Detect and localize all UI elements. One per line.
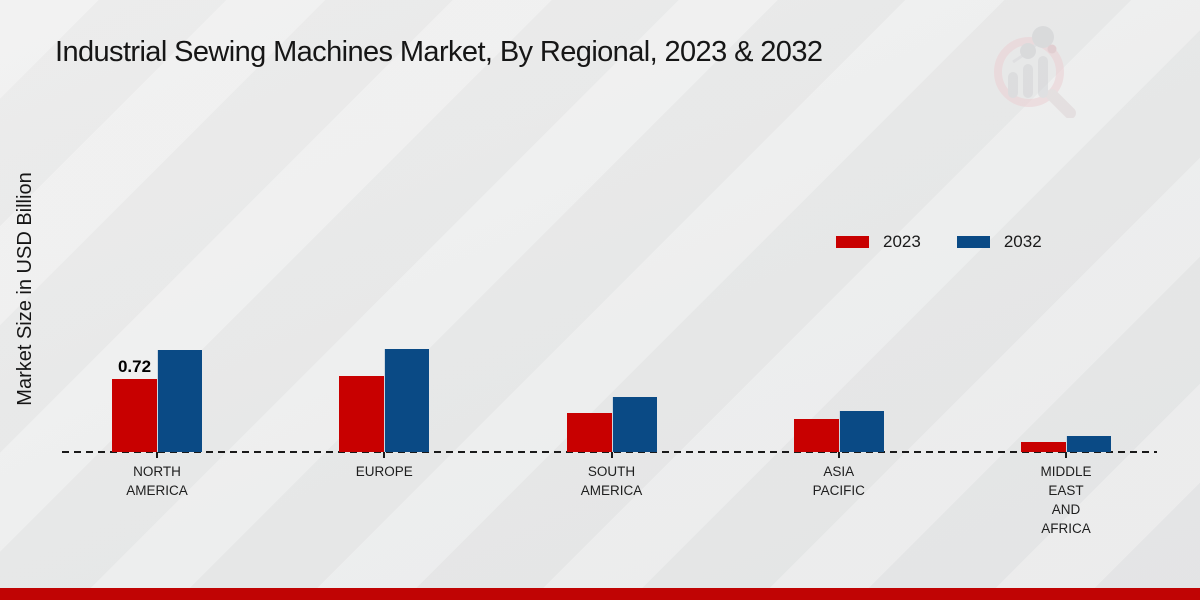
x-axis-tick-middle-east-and-africa	[1065, 452, 1067, 458]
legend: 2023 2032	[836, 232, 1042, 252]
legend-swatch-2032	[956, 236, 990, 248]
x-axis-label-europe: EUROPE	[355, 464, 413, 479]
bar-2032-middle-east-and-africa	[1066, 436, 1111, 452]
chart-title: Industrial Sewing Machines Market, By Re…	[55, 36, 823, 68]
legend-label-2023: 2023	[883, 232, 921, 251]
bar-2023-asia-pacific	[793, 419, 839, 452]
x-axis-tick-south-america	[610, 452, 613, 458]
legend-swatch-2023	[836, 236, 869, 248]
x-axis-tick-north-america	[156, 452, 158, 458]
bar-2023-europe	[339, 376, 385, 452]
magnifier-bar-chart-logo-icon	[994, 26, 1076, 118]
x-axis-label-north-america: NORTH AMERICA	[126, 464, 188, 498]
data-label-2023: 0.72	[117, 357, 152, 376]
x-axis-label-middle-east-and-africa: MIDDLE EAST AND AFRICA	[1040, 464, 1092, 536]
bar-2032-north-america	[157, 350, 202, 452]
bar-2032-south-america	[611, 397, 657, 452]
footer-accent-bar	[0, 588, 1200, 600]
x-axis-label-asia-pacific: ASIA PACIFIC	[812, 464, 865, 498]
x-axis-tick-europe	[383, 452, 386, 458]
legend-label-2032: 2032	[1003, 232, 1042, 251]
bar-2023-middle-east-and-africa	[1021, 442, 1066, 452]
bar-2032-europe	[384, 349, 430, 452]
bar-2032-asia-pacific	[838, 411, 884, 452]
x-axis-label-south-america: SOUTH AMERICA	[580, 464, 643, 498]
bar-2023-north-america	[112, 379, 157, 452]
x-axis-tick-asia-pacific	[837, 452, 840, 458]
x-axis-baseline	[62, 451, 1157, 453]
legend-item-2023: 2023	[836, 232, 921, 252]
bar-2023-south-america	[566, 413, 612, 452]
legend-item-2032: 2032	[956, 232, 1042, 252]
